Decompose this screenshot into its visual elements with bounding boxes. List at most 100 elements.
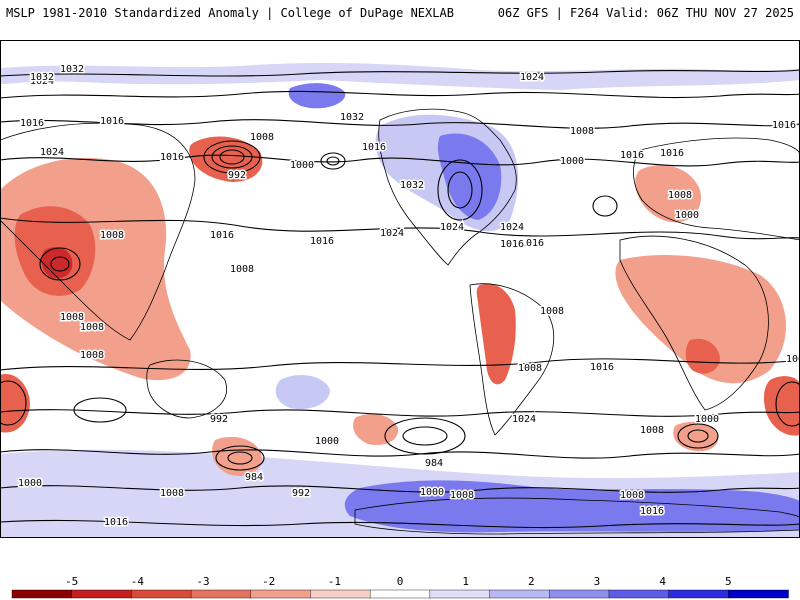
isobar-label: 1008: [620, 490, 644, 501]
colorbar-swatch: [71, 589, 133, 599]
isobar-label: 992: [228, 170, 246, 181]
negative-anomaly-shading: [0, 136, 800, 477]
anomaly-colorbar: -5 -4 -3 -2 -1 0 1 2 3 4 5: [11, 575, 789, 599]
africa-low-shading: [615, 255, 787, 384]
australia-outline: [146, 359, 227, 419]
isobar-label: 984: [245, 472, 263, 483]
map-title: MSLP 1981-2010 Standardized Anomaly | Co…: [6, 6, 454, 20]
colorbar-tick-label: 1: [462, 575, 469, 588]
southern-low-ring-1: [384, 417, 466, 455]
isobar-label: 1008: [80, 350, 104, 361]
isobar-label: 1000: [420, 487, 444, 498]
isobar-label: 1032: [60, 64, 84, 75]
colorbar-swatch: [489, 589, 550, 599]
colorbar-tick-labels: -5 -4 -3 -2 -1 0 1 2 3 4 5: [65, 575, 732, 588]
isobar-1008-south: [0, 409, 800, 417]
isobar-label: 1008: [450, 490, 474, 501]
isobar-label: 1008: [160, 488, 184, 499]
isobar-label: 1032: [400, 180, 424, 191]
south-pacific-low-ring-2: [227, 451, 253, 465]
isobar-label: 1032: [30, 72, 54, 83]
isobar-1032-north: [0, 69, 800, 77]
colorbar-swatch: [429, 589, 491, 599]
isobar-label: 992: [210, 414, 228, 425]
south-america-outline: [469, 283, 555, 436]
north-america-high-core: [437, 133, 502, 220]
isobar-1016-south: [0, 358, 800, 371]
colorbar-tick-label: -4: [131, 575, 145, 588]
asia-low-ring-2: [50, 256, 70, 272]
colorbar-tick-label: 4: [659, 575, 666, 588]
north-pacific-high-core: [288, 83, 346, 109]
isobar-label: 1024: [30, 76, 54, 87]
isobar-label: 1016: [20, 118, 44, 129]
isobar-label: 1000: [18, 478, 42, 489]
isobar-label: 1024: [500, 222, 524, 233]
isobar-label: 1008: [540, 306, 564, 317]
europe-outline: [633, 137, 800, 241]
isobar-label: 1008: [250, 132, 274, 143]
isobar-label: 1032: [340, 112, 364, 123]
isobar-1024-north: [0, 90, 800, 99]
isobar-lines: [0, 69, 800, 529]
isobar-label: 1016: [100, 116, 124, 127]
isobar-label: 984: [425, 458, 443, 469]
isobar-label: 1016: [520, 238, 544, 249]
isobar-label: 1016: [500, 239, 524, 250]
west-edge-low-shading: [0, 374, 30, 433]
model-run-label: 06Z GFS | F264 Valid: 06Z THU NOV 27 202…: [497, 6, 794, 20]
south-pacific-high-shading: [275, 375, 330, 410]
east-edge-low-ring: [775, 381, 800, 427]
andes-low-shading: [476, 283, 516, 385]
isobar-1016-subtropic: [0, 217, 800, 240]
atlantic-ring: [592, 195, 618, 217]
colorbar-swatch: [608, 589, 670, 599]
colorbar-tick-label: -1: [328, 575, 341, 588]
arctic-high-shading: [0, 63, 800, 90]
antarctic-high-core: [344, 480, 800, 533]
isobar-label: 1008: [230, 264, 254, 275]
isobar-label: 1016: [590, 362, 614, 373]
isobar-label: 1016: [772, 120, 796, 131]
isobar-992-south: [0, 485, 800, 493]
asia-low-ring-1: [39, 247, 81, 281]
isobar-label: 1016: [362, 142, 386, 153]
west-edge-low-ring: [0, 380, 27, 426]
colorbar-swatches: [11, 589, 789, 599]
isobar-label: 1016: [310, 236, 334, 247]
isobar-label: 1000: [675, 210, 699, 221]
positive-anomaly-shading: [0, 63, 800, 538]
isobar-label: 1024: [440, 222, 464, 233]
colorbar-swatch: [369, 589, 431, 599]
colorbar-swatch: [131, 589, 192, 599]
colorbar-tick-label: 5: [725, 575, 732, 588]
aleutian-low-ring-3: [219, 149, 245, 165]
colorbar-tick-label: 0: [397, 575, 404, 588]
isobar-label: 1016: [160, 152, 184, 163]
isobar-label: 1008: [640, 425, 664, 436]
colorbar-tick-label: 2: [528, 575, 535, 588]
isobar-label: 1008: [518, 363, 542, 374]
isobar-label: 1008: [570, 126, 594, 137]
isobar-label: 1016: [660, 148, 684, 159]
southern-low-shading: [353, 413, 399, 446]
isobar-label: 1008: [668, 190, 692, 201]
south-africa-low-core: [685, 338, 720, 374]
isobar-label: 1000: [695, 414, 719, 425]
isobar-label: 1024: [40, 147, 64, 158]
isobar-label: 1000: [290, 160, 314, 171]
africa-outline: [619, 235, 769, 411]
isobar-label: 1008: [60, 312, 84, 323]
colorbar-tick-label: -2: [262, 575, 275, 588]
colorbar-swatch: [728, 589, 789, 599]
pacific-low-ring-2: [326, 156, 340, 166]
pacific-low-ring-1: [320, 152, 346, 170]
colorbar-swatch: [668, 589, 730, 599]
southern-low-ring-2: [402, 426, 448, 446]
indian-low-ring-1: [677, 423, 719, 449]
isobar-label: 1016: [104, 517, 128, 528]
isobar-label: 1016: [640, 506, 664, 517]
aleutian-low-ring-1: [203, 140, 261, 174]
isobar-label: 1016: [210, 230, 234, 241]
